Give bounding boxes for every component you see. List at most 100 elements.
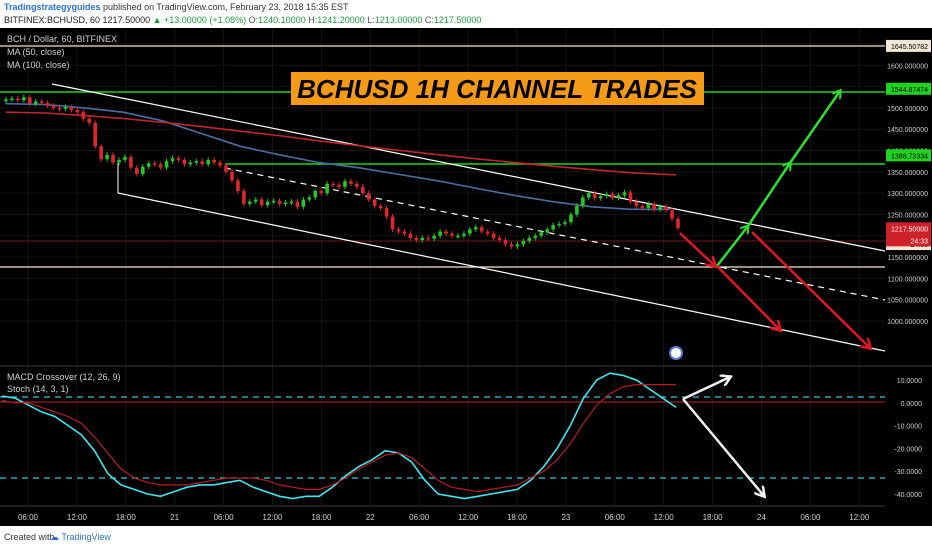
compare-icon[interactable] (669, 346, 683, 360)
candle-body (462, 233, 466, 236)
candle-body (390, 216, 395, 230)
legend-macd: MACD Crossover (12, 26, 9) (7, 372, 121, 382)
macd-series-line (1, 384, 676, 493)
candle-body (75, 110, 80, 113)
candle-body (307, 197, 312, 200)
candle-body (16, 98, 20, 101)
price-axis (885, 28, 932, 526)
candle-body (569, 214, 573, 223)
time-tick-label: 18:00 (507, 513, 528, 522)
candle-body (271, 200, 276, 203)
header-bar: Tradingstrategyguides published on Tradi… (0, 0, 932, 28)
publish-line: Tradingstrategyguides published on Tradi… (4, 2, 349, 12)
time-tick-label: 22 (366, 513, 375, 522)
candle-body (212, 159, 216, 163)
price-chart-svg[interactable]: BCHUSD 1H CHANNEL TRADES BCH / Dollar, 6… (0, 28, 932, 526)
candle-body (319, 191, 323, 194)
red-arrow-down-3 (751, 231, 870, 348)
candle-body (474, 227, 478, 230)
candle-body (378, 205, 383, 209)
alert-circle-icon[interactable] (669, 346, 683, 360)
candle-body (289, 201, 294, 204)
candle-body (426, 237, 431, 240)
candle-body (479, 227, 484, 232)
candle-body (396, 229, 401, 232)
candle-body (444, 231, 448, 234)
banner-text: BCHUSD 1H CHANNEL TRADES (297, 74, 697, 104)
candle-body (129, 156, 133, 168)
candle-body (628, 192, 633, 202)
candle-body (87, 118, 92, 123)
price-change: ▲ +13.00000 (+1.08%) (152, 15, 247, 25)
white-arrow-up (682, 377, 730, 401)
candle-body (533, 235, 538, 238)
price-tick-label: 1600.000000 (887, 63, 928, 70)
green-arrow-up-2 (746, 163, 790, 227)
candle-body (158, 164, 163, 168)
candle-body (81, 112, 86, 119)
close-label: C: (424, 15, 434, 25)
last-price: 1217.50000 (102, 15, 151, 25)
time-tick-label: 21 (170, 513, 179, 522)
candle-body (188, 162, 193, 165)
time-tick-label: 23 (561, 513, 570, 522)
price-tick-label: 1250.000000 (887, 212, 928, 219)
candle-body (592, 193, 597, 199)
candle-body (670, 210, 674, 219)
candle-body (313, 191, 318, 198)
candle-body (33, 101, 38, 104)
candle-body (598, 196, 603, 199)
candle-body (414, 237, 419, 241)
candle-body (242, 191, 246, 204)
open-label: O: (248, 15, 259, 25)
legend-ma100: MA (100, close) (7, 60, 70, 70)
candle-body (622, 192, 627, 196)
candle-body (468, 229, 472, 234)
candle-body (111, 154, 115, 163)
macd-tick-label: -20.0000 (894, 446, 922, 453)
candle-body (372, 199, 377, 206)
low-value: 1213.00000 (374, 15, 423, 25)
candle-body (432, 235, 436, 239)
macd-tick-label: -30.0000 (894, 469, 922, 476)
legend-ma50: MA (50, close) (7, 47, 65, 57)
cloud-icon: ☁ (50, 532, 59, 542)
candle-body (176, 158, 181, 160)
candle-body (581, 197, 585, 206)
tradingview-logo[interactable]: ☁ TradingView (50, 532, 111, 543)
candle-body (545, 229, 549, 233)
candle-body (27, 97, 32, 104)
close-value: 1217.50000 (433, 15, 482, 25)
candle-body (206, 159, 210, 165)
banner-background (291, 72, 704, 105)
candle-body (450, 233, 454, 236)
candle-body (182, 159, 187, 165)
candle-body (503, 240, 508, 245)
candle-body (140, 166, 145, 174)
price-tag-label: 1388.73334 (891, 153, 928, 160)
high-label: H: (308, 15, 318, 25)
low-label: L: (367, 15, 375, 25)
chart-area[interactable]: BCHUSD 1H CHANNEL TRADES BCH / Dollar, 6… (0, 28, 932, 526)
author-link[interactable]: Tradingstrategyguides (4, 2, 101, 12)
time-tick-label: 06:00 (214, 513, 235, 522)
time-tick-label: 24 (757, 513, 766, 522)
candle-body (521, 240, 526, 245)
candle-body (170, 158, 175, 162)
candle-body (509, 244, 514, 247)
price-tag-label: 1645.50782 (891, 44, 928, 51)
candle-body (45, 102, 50, 106)
time-tick-label: 18:00 (703, 513, 724, 522)
candle-body (277, 200, 282, 204)
time-tick-label: 06:00 (800, 513, 821, 522)
candle-body (230, 171, 234, 181)
candle-body (236, 180, 240, 192)
candle-body (408, 233, 413, 238)
time-tick-label: 12:00 (67, 513, 88, 522)
candle-body (325, 183, 329, 194)
macd-tick-label: 0.0000 (901, 401, 923, 408)
price-tick-label: 1300.000000 (887, 191, 928, 198)
candle-body (93, 122, 98, 147)
symbol-label: BITFINEX:BCHUSD, 60 (4, 15, 101, 25)
candle-body (676, 218, 680, 229)
